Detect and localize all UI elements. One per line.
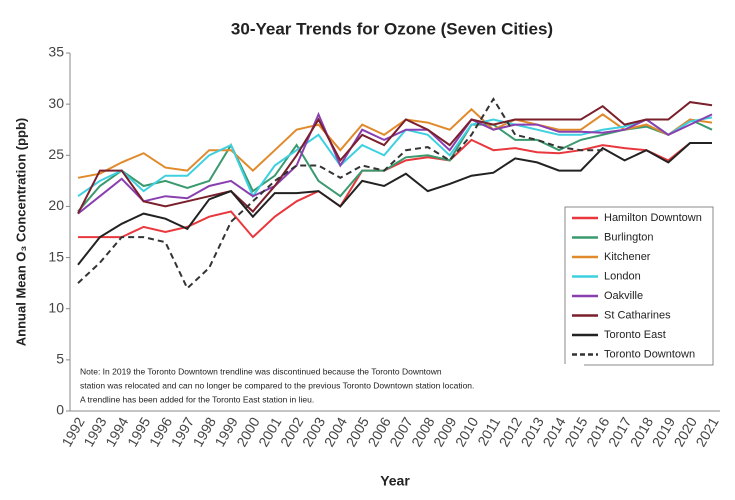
series-line (77, 116, 713, 199)
note-text: station was relocated and can no longer … (80, 380, 474, 390)
series-line (77, 142, 712, 266)
y-tick-label: 5 (56, 351, 64, 367)
x-axis-label: Year (380, 473, 410, 489)
legend-label: Kitchener (604, 251, 651, 263)
legend-box (564, 206, 714, 366)
series-line (77, 101, 713, 215)
legend-label: London (604, 270, 641, 282)
legend-label: Hamilton Downtown (604, 212, 702, 224)
chart-title: 30-Year Trends for Ozone (Seven Cities) (231, 19, 553, 38)
note-box (76, 364, 584, 410)
y-tick-label: 15 (48, 248, 64, 264)
legend-label: Oakville (604, 290, 643, 302)
note-text: A trendline has been added for the Toron… (80, 394, 314, 404)
y-tick-label: 0 (56, 402, 64, 418)
legend-label: Toronto Downtown (604, 348, 695, 360)
series-line (77, 111, 713, 215)
legend-label: Toronto East (604, 329, 666, 341)
note-text: Note: In 2019 the Toronto Downtown trend… (80, 366, 442, 376)
legend-label: Burlington (604, 231, 654, 243)
y-tick-label: 25 (48, 146, 64, 162)
y-tick-label: 30 (48, 95, 64, 111)
series-line (77, 97, 603, 290)
series-line (77, 118, 713, 213)
y-axis-label: Annual Mean O₃ Concentration (ppb) (13, 118, 28, 346)
x-tick-label: 2021 (692, 414, 722, 449)
y-tick-label: 35 (48, 44, 64, 60)
y-tick-label: 10 (48, 299, 64, 315)
series-line (77, 107, 713, 179)
legend-label: St Catharines (604, 309, 671, 321)
y-tick-label: 20 (48, 197, 64, 213)
x-tick-label: 2010 (452, 414, 482, 449)
